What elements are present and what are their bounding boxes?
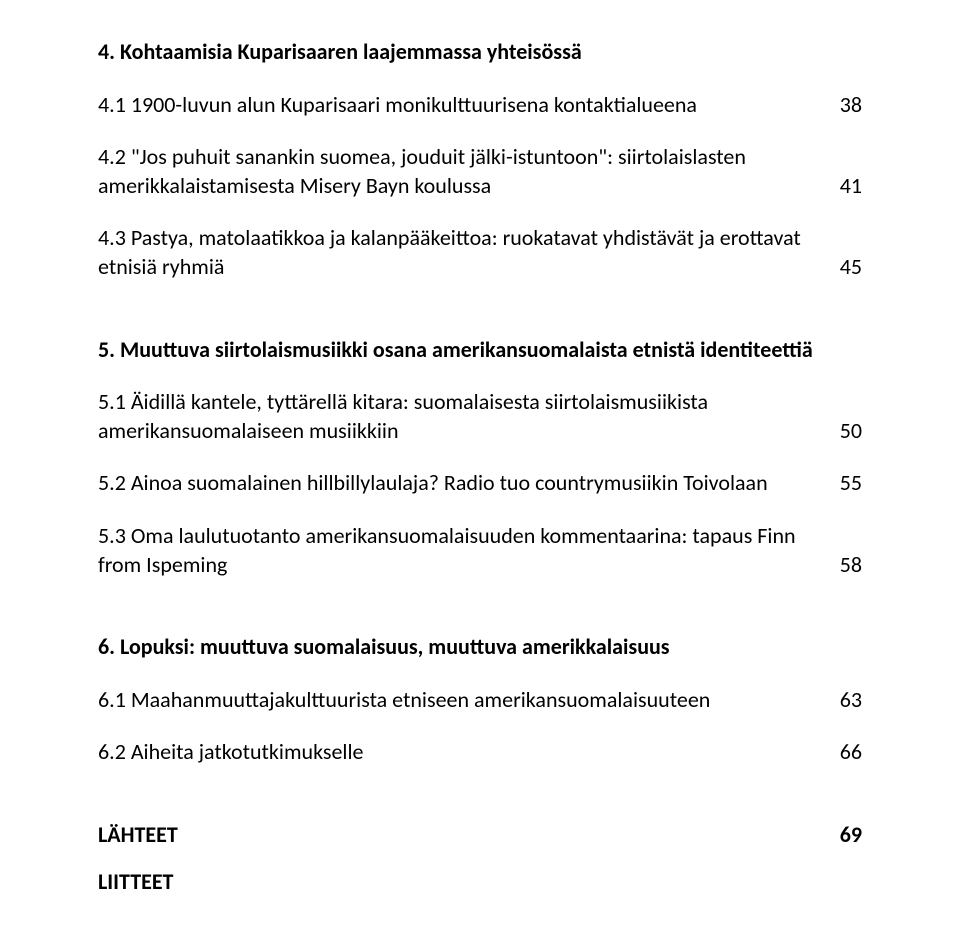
section-4: 4. Kohtaamisia Kuparisaaren laajemmassa … bbox=[98, 38, 862, 282]
toc-entry: 4.2 "Jos puhuit sanankin suomea, jouduit… bbox=[98, 143, 862, 200]
toc-entry: 4.3 Pastya, matolaatikkoa ja kalanpääkei… bbox=[98, 224, 862, 281]
section-5: 5. Muuttuva siirtolaismusiikki osana ame… bbox=[98, 336, 862, 580]
section-6-heading: 6. Lopuksi: muuttuva suomalaisuus, muutt… bbox=[98, 633, 862, 662]
section-6: 6. Lopuksi: muuttuva suomalaisuus, muutt… bbox=[98, 633, 862, 767]
toc-page: 38 bbox=[840, 91, 862, 120]
toc-entry: 5.3 Oma laulutuotanto amerikansuomalaisu… bbox=[98, 522, 862, 579]
toc-label: 5.2 Ainoa suomalainen hillbillylaulaja? … bbox=[98, 469, 840, 498]
toc-page: 50 bbox=[840, 417, 862, 446]
sources-page: 69 bbox=[840, 821, 862, 850]
toc-entry: 4.1 1900-luvun alun Kuparisaari monikult… bbox=[98, 91, 862, 120]
document-page: 4. Kohtaamisia Kuparisaaren laajemmassa … bbox=[0, 0, 960, 925]
toc-entry: 5.2 Ainoa suomalainen hillbillylaulaja? … bbox=[98, 469, 862, 498]
toc-page: 66 bbox=[840, 738, 862, 767]
toc-label: 4.1 1900-luvun alun Kuparisaari monikult… bbox=[98, 91, 840, 120]
section-5-heading: 5. Muuttuva siirtolaismusiikki osana ame… bbox=[98, 336, 862, 365]
appendices-entry: LIITTEET bbox=[98, 868, 862, 897]
references-block: LÄHTEET 69 LIITTEET bbox=[98, 821, 862, 896]
sources-entry: LÄHTEET 69 bbox=[98, 821, 862, 850]
toc-entry: 6.2 Aiheita jatkotutkimukselle 66 bbox=[98, 738, 862, 767]
appendices-label: LIITTEET bbox=[98, 868, 862, 897]
toc-entry: 6.1 Maahanmuuttajakulttuurista etniseen … bbox=[98, 686, 862, 715]
toc-label: 6.1 Maahanmuuttajakulttuurista etniseen … bbox=[98, 686, 840, 715]
toc-page: 41 bbox=[840, 172, 862, 201]
toc-label: 4.2 "Jos puhuit sanankin suomea, jouduit… bbox=[98, 143, 840, 200]
toc-entry: 5.1 Äidillä kantele, tyttärellä kitara: … bbox=[98, 388, 862, 445]
toc-label: 5.1 Äidillä kantele, tyttärellä kitara: … bbox=[98, 388, 840, 445]
toc-label: 5.3 Oma laulutuotanto amerikansuomalaisu… bbox=[98, 522, 840, 579]
sources-label: LÄHTEET bbox=[98, 821, 840, 850]
toc-page: 63 bbox=[840, 686, 862, 715]
toc-label: 4.3 Pastya, matolaatikkoa ja kalanpääkei… bbox=[98, 224, 840, 281]
section-4-heading: 4. Kohtaamisia Kuparisaaren laajemmassa … bbox=[98, 38, 862, 67]
toc-page: 45 bbox=[840, 253, 862, 282]
toc-label: 6.2 Aiheita jatkotutkimukselle bbox=[98, 738, 840, 767]
toc-page: 58 bbox=[840, 551, 862, 580]
toc-page: 55 bbox=[840, 469, 862, 498]
